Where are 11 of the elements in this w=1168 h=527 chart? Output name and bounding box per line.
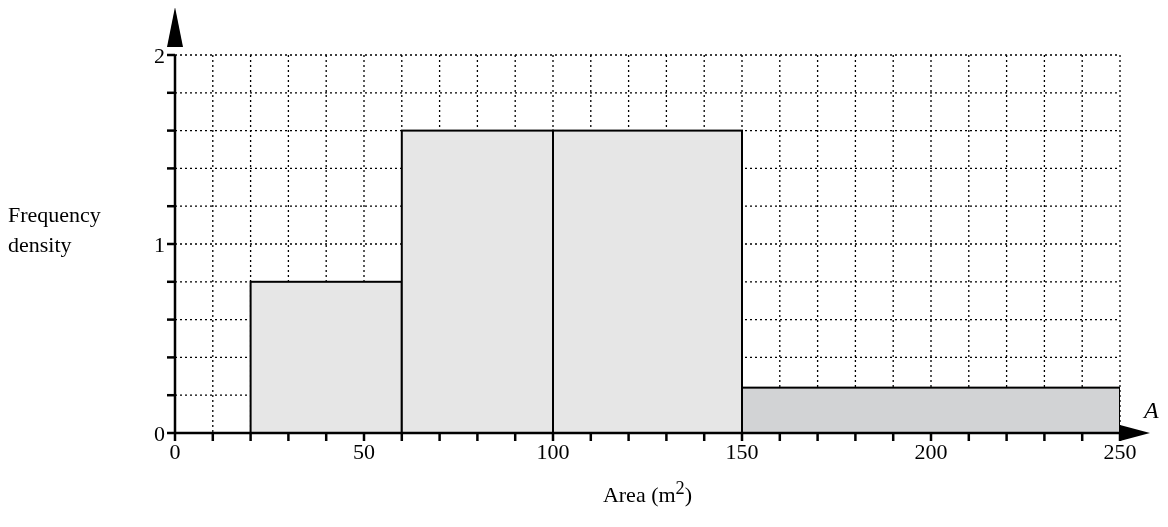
- x-tick-label: 150: [725, 438, 759, 464]
- y-tick-label: 0: [154, 420, 165, 446]
- x-axis-title: Area (m$^{2}$): [601, 478, 694, 509]
- text: A: [1144, 397, 1159, 424]
- y-tick-label: 2: [154, 42, 165, 68]
- y-tick-label: 1: [154, 231, 165, 257]
- x-tick-label: 200: [914, 438, 948, 464]
- x-tick-label: 50: [353, 438, 375, 464]
- x-tick-label: 250: [1103, 438, 1137, 464]
- y-axis-title: Frequency density: [8, 201, 102, 259]
- x-tick-label: 100: [536, 438, 570, 464]
